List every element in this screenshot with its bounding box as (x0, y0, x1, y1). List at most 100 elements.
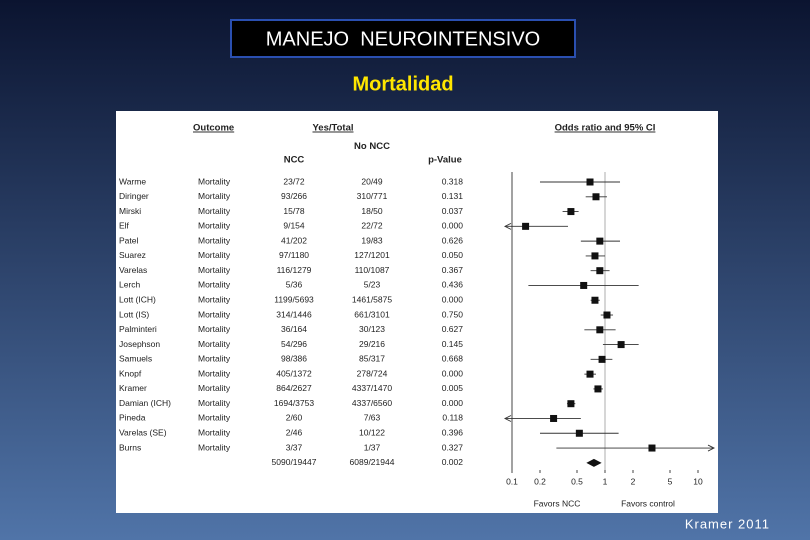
study-name: Knopf (119, 368, 142, 378)
ncc-count: 1694/3753 (274, 398, 314, 408)
no-ncc-count: 1/37 (364, 442, 381, 452)
odds-ratio-marker (591, 252, 599, 260)
no-ncc-count: 127/1201 (354, 250, 390, 260)
slide-title: MANEJO NEUROINTENSIVO (266, 28, 540, 50)
ncc-count: 23/72 (283, 176, 305, 186)
outcome: Mortality (198, 428, 231, 438)
odds-ratio-marker (592, 193, 600, 201)
title-box (230, 19, 576, 58)
odds-ratio-marker (586, 178, 594, 186)
odds-ratio-marker (603, 311, 611, 319)
ncc-count: 41/202 (281, 235, 307, 245)
study-name: Samuels (119, 354, 152, 364)
x-tick-label: 10 (693, 476, 703, 486)
ncc-count: 5/36 (286, 280, 303, 290)
outcome: Mortality (198, 206, 231, 216)
favors-label: Favors control (621, 498, 675, 508)
study-name: Diringer (119, 191, 149, 201)
study-name: Lott (ICH) (119, 294, 156, 304)
header: p-Value (428, 155, 462, 166)
odds-ratio-marker (522, 222, 530, 230)
no-ncc-count: 110/1087 (355, 265, 390, 275)
study-name: Pineda (119, 413, 146, 423)
outcome: Mortality (198, 280, 231, 290)
ncc-count: 405/1372 (276, 368, 312, 378)
p-value: 0.037 (442, 206, 464, 216)
ncc-count: 864/2627 (276, 383, 312, 393)
no-ncc-count: 85/317 (359, 354, 385, 364)
odds-ratio-marker (648, 444, 656, 452)
outcome: Mortality (198, 368, 231, 378)
ncc-count: 1199/5693 (274, 294, 314, 304)
odds-ratio-marker (596, 267, 604, 275)
p-value: 0.750 (442, 309, 464, 319)
study-name: Kramer (119, 383, 147, 393)
p-value: 0.318 (442, 176, 464, 186)
outcome: Mortality (198, 383, 231, 393)
odds-ratio-marker (598, 355, 606, 363)
study-name: Suarez (119, 250, 146, 260)
study-name: Lerch (119, 280, 141, 290)
ncc-count: 15/78 (283, 206, 305, 216)
header: No NCC (354, 141, 390, 152)
no-ncc-count: 22/72 (361, 221, 383, 231)
no-ncc-count: 18/50 (361, 206, 383, 216)
no-ncc-count: 4337/1470 (352, 383, 392, 393)
study-name: Patel (119, 235, 138, 245)
p-value: 0.000 (442, 221, 464, 231)
p-value: 0.436 (442, 280, 464, 290)
no-ncc-count: 19/83 (361, 235, 383, 245)
ncc-count: 97/1180 (279, 250, 309, 260)
outcome: Mortality (198, 309, 231, 319)
study-name: Elf (119, 221, 130, 231)
header: Outcome (193, 123, 234, 134)
study-name: Warme (119, 176, 146, 186)
outcome: Mortality (198, 354, 231, 364)
x-tick-label: 0.1 (506, 476, 518, 486)
odds-ratio-marker (567, 400, 575, 408)
study-name: Palminteri (119, 324, 157, 334)
ncc-count: 98/386 (281, 354, 307, 364)
p-value: 0.627 (442, 324, 464, 334)
no-ncc-count: 5/23 (364, 280, 381, 290)
no-ncc-count: 310/771 (357, 191, 388, 201)
no-ncc-count: 30/123 (359, 324, 385, 334)
study-name: Varelas (SE) (119, 428, 167, 438)
ncc-count: 314/1446 (276, 309, 312, 319)
no-ncc-count: 7/63 (364, 413, 381, 423)
ncc-count: 116/1279 (277, 265, 312, 275)
p-value: 0.626 (442, 235, 464, 245)
outcome: Mortality (198, 294, 231, 304)
x-tick-label: 1 (603, 476, 608, 486)
odds-ratio-marker (580, 281, 588, 289)
ncc-count: 36/164 (281, 324, 307, 334)
p-value: 0.145 (442, 339, 464, 349)
p-value: 0.050 (442, 250, 464, 260)
p-value: 0.327 (442, 442, 464, 452)
outcome: Mortality (198, 235, 231, 245)
ncc-count: 2/60 (286, 413, 303, 423)
header: NCC (284, 155, 305, 166)
slide-subtitle: Mortalidad (352, 73, 453, 95)
x-tick-label: 0.2 (534, 476, 546, 486)
p-value: 0.005 (442, 383, 464, 393)
ci-arrow (503, 222, 512, 230)
ci-arrow (503, 415, 512, 422)
ncc-count: 5090/19447 (272, 457, 317, 467)
odds-ratio-marker (617, 341, 625, 349)
ncc-count: 93/266 (281, 191, 307, 201)
p-value: 0.118 (442, 413, 463, 423)
outcome: Mortality (198, 324, 231, 334)
outcome: Mortality (198, 221, 231, 231)
figure-panel (116, 111, 718, 513)
p-value: 0.000 (442, 294, 464, 304)
odds-ratio-marker (575, 429, 583, 437)
outcome: Mortality (198, 191, 231, 201)
study-name: Lott (IS) (119, 309, 149, 319)
x-tick-label: 2 (631, 476, 636, 486)
study-name: Burns (119, 442, 141, 452)
outcome: Mortality (198, 413, 231, 423)
p-value: 0.131 (442, 191, 464, 201)
favors-label: Favors NCC (534, 498, 581, 508)
